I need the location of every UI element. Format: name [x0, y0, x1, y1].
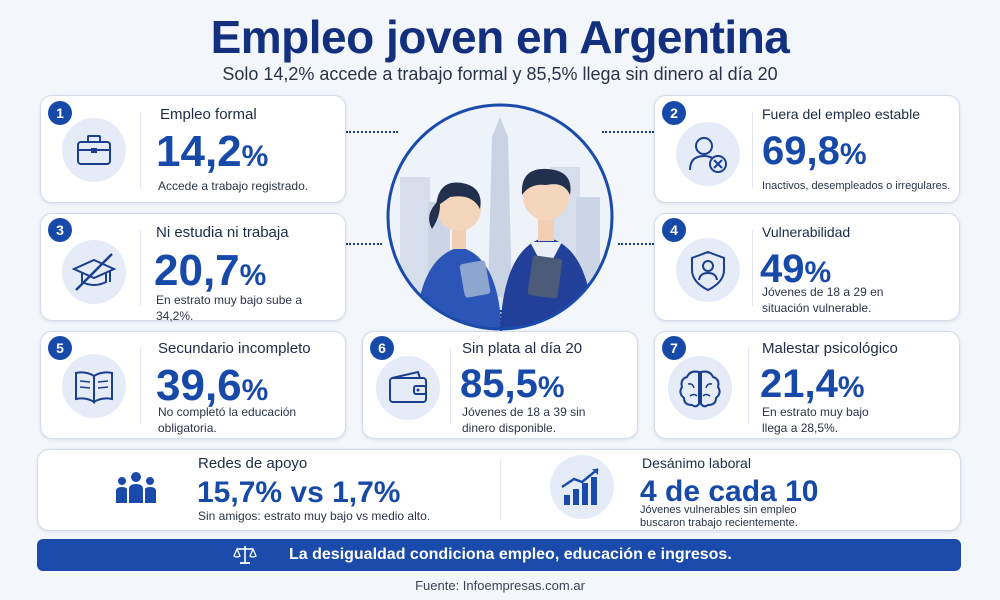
young-people-city-illustration: [386, 103, 614, 331]
connector-2: [602, 131, 654, 133]
stat-description: No completó la educación obligatoria.: [158, 405, 297, 435]
stat-label: Fuera del empleo estable: [762, 106, 920, 122]
people-group-icon: [104, 459, 168, 523]
card-divider: [140, 112, 141, 188]
stat-unit: %: [241, 140, 269, 173]
stat-label: Ni estudia ni trabaja: [156, 224, 289, 241]
briefcase-icon: [62, 118, 126, 182]
crossed-graduation-cap-icon: [62, 240, 126, 304]
support-label: Redes de apoyo: [198, 455, 308, 472]
stat-label: Malestar psicológico: [762, 340, 898, 357]
stat-label: Secundario incompleto: [158, 340, 311, 357]
card-divider: [752, 112, 753, 188]
bottom-stats-card: [37, 449, 961, 531]
stat-description: Jóvenes de 18 a 29 en situación vulnerab…: [762, 285, 884, 315]
support-value: 15,7% vs 1,7%: [197, 476, 401, 509]
stat-value: 21,4%: [760, 364, 865, 404]
stat-number: 20,7: [154, 246, 240, 295]
brain-icon: [668, 356, 732, 420]
card-number: 2: [662, 101, 686, 125]
stat-description: Inactivos, desempleados o irregulares.: [762, 180, 951, 192]
scale-icon: [233, 546, 257, 564]
stat-unit: %: [239, 259, 267, 292]
stat-unit: %: [804, 256, 832, 289]
discourage-label: Desánimo laboral: [642, 455, 751, 471]
wallet-icon: [376, 356, 440, 420]
card-number: 5: [48, 336, 72, 360]
card-number: 6: [370, 336, 394, 360]
page-title: Empleo joven en Argentina: [210, 11, 790, 63]
card-number: 7: [662, 336, 686, 360]
stat-value: 85,5%: [460, 364, 565, 404]
stat-description: Jóvenes de 18 a 39 sin dinero disponible…: [462, 405, 586, 435]
stat-number: 49: [760, 247, 805, 291]
shield-person-icon: [676, 238, 740, 302]
stat-number: 39,6: [156, 361, 242, 410]
stat-number: 21,4: [760, 362, 838, 406]
connector-6: [500, 310, 502, 332]
open-book-icon: [62, 354, 126, 418]
stat-description: En estrato muy bajo sube a 34,2%.: [156, 293, 303, 323]
stat-unit: %: [837, 371, 865, 404]
stat-value: 14,2%: [156, 130, 268, 174]
card-divider: [450, 348, 451, 424]
stat-description: Accede a trabajo registrado.: [158, 179, 309, 193]
stat-value: 69,8%: [762, 131, 867, 171]
connector-1: [346, 131, 398, 133]
discourage-value: 4 de cada 10: [640, 475, 819, 508]
card-divider: [748, 348, 749, 424]
stat-label: Sin plata al día 20: [462, 340, 583, 357]
support-description: Sin amigos: estrato muy bajo vs medio al…: [198, 509, 431, 523]
discourage-description: Jóvenes vulnerables sin empleo buscaron …: [640, 504, 798, 529]
stat-number: 85,5: [460, 362, 538, 406]
stat-number: 14,2: [156, 127, 242, 176]
card-divider: [140, 348, 141, 424]
stat-label: Vulnerabilidad: [762, 224, 851, 240]
connector-3: [346, 243, 382, 245]
page-subtitle: Solo 14,2% accede a trabajo formal y 85,…: [222, 64, 778, 84]
stat-label: Empleo formal: [160, 106, 257, 123]
source-credit: Fuente: Infoempresas.com.ar: [415, 578, 585, 593]
card-number: 4: [662, 218, 686, 242]
banner-text: La desigualdad condiciona empleo, educac…: [289, 546, 732, 563]
stat-unit: %: [241, 374, 269, 407]
stat-number: 69,8: [762, 129, 840, 173]
conclusion-banner: La desigualdad condiciona empleo, educac…: [37, 539, 961, 571]
card-number: 3: [48, 218, 72, 242]
stat-description: En estrato muy bajo llega a 28,5%.: [762, 405, 869, 435]
stat-unit: %: [839, 138, 867, 171]
card-divider: [140, 230, 141, 306]
bottom-divider: [500, 460, 501, 520]
card-divider: [752, 230, 753, 306]
card-number: 1: [48, 101, 72, 125]
connector-4: [618, 243, 654, 245]
person-x-icon: [676, 122, 740, 186]
stat-value: 39,6%: [156, 364, 268, 408]
stat-unit: %: [537, 371, 565, 404]
stat-value: 49%: [760, 249, 831, 289]
stat-value: 20,7%: [154, 249, 266, 293]
trend-up-chart-icon: [550, 455, 614, 519]
